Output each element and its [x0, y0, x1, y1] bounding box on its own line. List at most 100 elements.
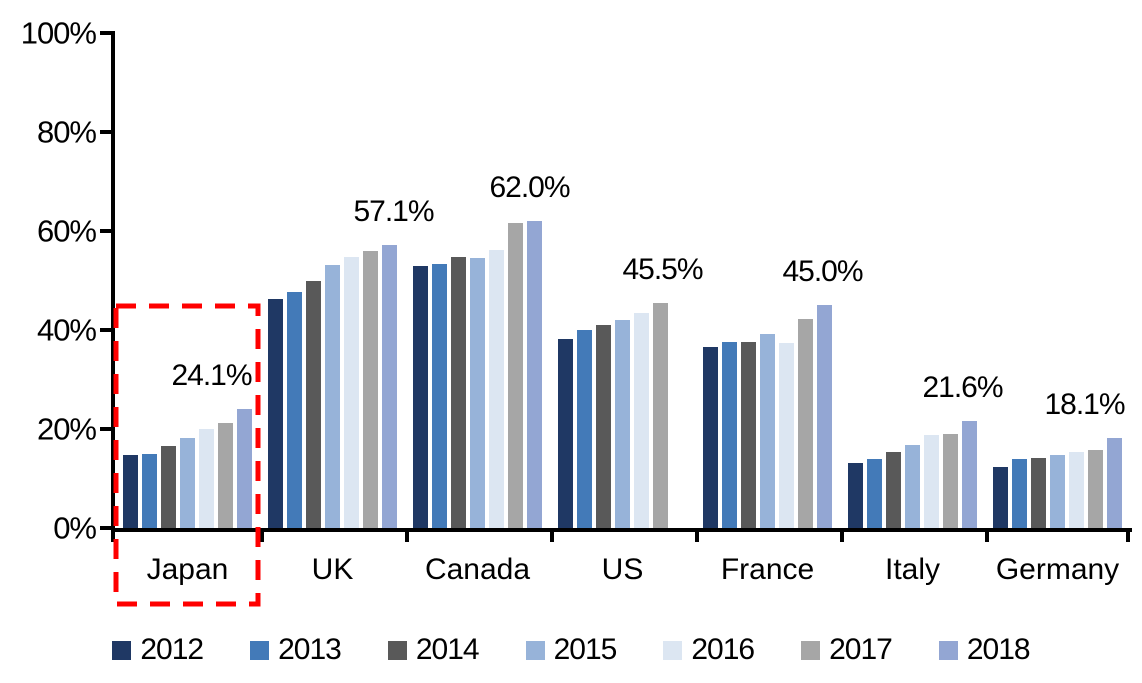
bar-canada-2017 — [508, 223, 523, 528]
x-tick-mark — [550, 528, 554, 542]
y-tick-mark — [100, 427, 114, 431]
data-label-canada: 62.0% — [489, 171, 570, 205]
bar-france-2016 — [779, 343, 794, 528]
category-label-france: France — [720, 553, 815, 586]
bar-italy-2013 — [867, 458, 882, 528]
category-label-germany: Germany — [995, 553, 1120, 586]
bar-germany-2013 — [1012, 459, 1027, 528]
legend-swatch-2015 — [525, 640, 545, 660]
legend-item-2017: 2017 — [801, 635, 893, 665]
legend-item-2014: 2014 — [387, 633, 480, 666]
x-tick-mark — [840, 528, 844, 542]
y-tick-label-100: 100% — [20, 15, 97, 51]
legend-swatch-2018 — [938, 640, 958, 660]
y-axis-line — [111, 31, 115, 541]
bar-uk-2015 — [325, 265, 340, 528]
bar-japan-2012 — [123, 454, 138, 528]
legend-item-2012: 2012 — [112, 633, 204, 666]
y-tick-label-40: 40% — [36, 312, 97, 348]
legend: 2012 2013 2014 2015 2016 2017 2018 — [0, 630, 1142, 670]
bar-italy-2015 — [905, 445, 920, 528]
y-tick-label-60: 60% — [36, 213, 97, 249]
category-label-italy: Italy — [884, 553, 941, 586]
legend-swatch-2012 — [112, 640, 132, 660]
y-tick-mark — [100, 229, 114, 233]
bar-uk-2012 — [268, 299, 283, 528]
y-tick-mark — [100, 31, 114, 35]
y-tick-mark — [100, 130, 114, 134]
bar-us-2013 — [577, 330, 592, 528]
y-tick-mark — [100, 328, 114, 332]
bar-germany-2015 — [1050, 455, 1065, 528]
x-tick-mark — [260, 528, 264, 542]
bar-japan-2018 — [237, 408, 252, 528]
y-tick-label-20: 20% — [36, 411, 97, 447]
data-label-italy: 21.6% — [922, 371, 1003, 405]
bar-germany-2014 — [1031, 458, 1046, 528]
legend-label-2012: 2012 — [140, 633, 204, 666]
bar-uk-2016 — [344, 257, 359, 528]
bar-canada-2018 — [527, 221, 542, 528]
bar-france-2015 — [760, 333, 775, 528]
x-tick-mark — [695, 528, 699, 542]
legend-swatch-2014 — [387, 640, 407, 660]
legend-label-2013: 2013 — [278, 633, 342, 666]
y-tick-mark — [100, 526, 114, 530]
legend-swatch-2013 — [250, 640, 270, 660]
category-label-uk: UK — [311, 553, 354, 586]
legend-label-2016: 2016 — [691, 633, 755, 666]
bar-us-2017 — [653, 302, 668, 528]
bar-italy-2012 — [848, 462, 863, 528]
data-label-us: 45.5% — [622, 252, 703, 286]
bar-us-2012 — [558, 339, 573, 528]
bar-us-2015 — [615, 320, 630, 528]
legend-item-2016: 2016 — [663, 633, 755, 666]
data-label-japan: 24.1% — [171, 358, 252, 392]
bar-uk-2014 — [306, 281, 321, 528]
bar-canada-2013 — [432, 264, 447, 528]
x-axis-line — [111, 528, 1132, 532]
legend-label-2015: 2015 — [553, 633, 618, 666]
bar-canada-2015 — [470, 257, 485, 528]
data-label-uk: 57.1% — [353, 195, 434, 229]
bar-uk-2013 — [287, 291, 302, 528]
bar-italy-2018 — [962, 421, 977, 528]
bar-france-2014 — [741, 341, 756, 528]
x-tick-mark — [111, 528, 115, 542]
legend-item-2018: 2018 — [938, 633, 1031, 666]
legend-swatch-2016 — [663, 640, 683, 660]
bar-germany-2017 — [1088, 450, 1103, 528]
y-tick-label-0: 0% — [53, 510, 97, 546]
x-tick-mark — [1126, 528, 1130, 542]
bar-canada-2014 — [451, 256, 466, 528]
bar-italy-2016 — [924, 434, 939, 528]
legend-label-2018: 2018 — [966, 633, 1031, 666]
data-label-germany: 18.1% — [1044, 388, 1125, 422]
bar-japan-2013 — [142, 453, 157, 528]
legend-label-2014: 2014 — [415, 633, 480, 666]
bar-uk-2018 — [382, 245, 397, 528]
category-label-us: US — [601, 553, 644, 586]
bar-japan-2017 — [218, 423, 233, 528]
bar-france-2017 — [798, 318, 813, 528]
bar-japan-2014 — [161, 445, 176, 528]
x-tick-mark — [985, 528, 989, 542]
bar-germany-2012 — [993, 466, 1008, 528]
y-tick-label-80: 80% — [36, 114, 97, 150]
legend-item-2013: 2013 — [250, 633, 342, 666]
bar-germany-2016 — [1069, 452, 1084, 528]
bar-italy-2014 — [886, 452, 901, 528]
bar-us-2014 — [596, 325, 611, 528]
bar-japan-2015 — [180, 437, 195, 528]
bar-germany-2018 — [1107, 438, 1122, 528]
x-tick-mark — [405, 528, 409, 542]
bar-japan-2016 — [199, 429, 214, 528]
bar-canada-2016 — [489, 249, 504, 528]
bar-canada-2012 — [413, 265, 428, 528]
category-label-canada: Canada — [424, 553, 531, 586]
bar-france-2018 — [817, 305, 832, 528]
category-label-japan: Japan — [146, 553, 229, 586]
bar-italy-2017 — [943, 433, 958, 528]
bar-france-2012 — [703, 347, 718, 528]
